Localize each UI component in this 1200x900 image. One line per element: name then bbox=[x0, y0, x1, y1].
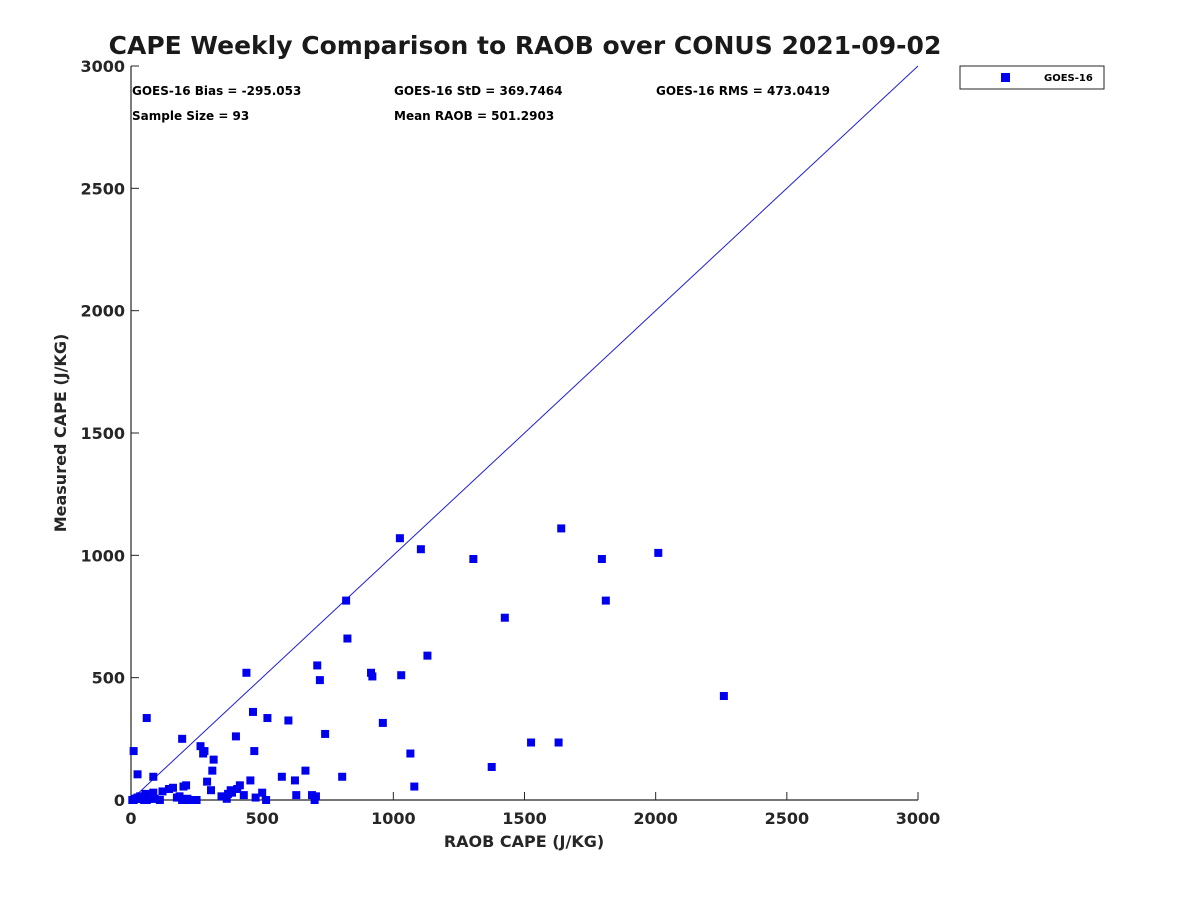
data-point bbox=[158, 787, 167, 796]
legend-box bbox=[959, 65, 1105, 90]
data-point bbox=[235, 781, 244, 790]
x-tick-label: 2500 bbox=[765, 809, 810, 828]
chart-title: CAPE Weekly Comparison to RAOB over CONU… bbox=[109, 31, 942, 60]
data-point bbox=[554, 738, 563, 747]
legend-marker-square bbox=[1001, 73, 1010, 82]
x-axis-label: RAOB CAPE (J/KG) bbox=[444, 832, 604, 851]
y-tick-label: 0 bbox=[114, 791, 125, 810]
data-point bbox=[208, 766, 217, 775]
data-point bbox=[209, 755, 218, 764]
std-stat: GOES-16 StD = 369.7464 bbox=[394, 84, 563, 98]
y-tick-label: 1500 bbox=[80, 424, 125, 443]
data-point bbox=[222, 794, 231, 803]
data-point bbox=[343, 634, 352, 643]
y-tick-label: 3000 bbox=[80, 57, 125, 76]
data-point bbox=[250, 747, 259, 756]
data-point bbox=[338, 772, 347, 781]
data-point bbox=[277, 772, 286, 781]
data-point bbox=[207, 786, 216, 795]
y-tick-label: 500 bbox=[92, 669, 125, 688]
data-point bbox=[178, 734, 187, 743]
data-point bbox=[395, 534, 404, 543]
data-point bbox=[601, 596, 610, 605]
y-tick-label: 2000 bbox=[80, 302, 125, 321]
x-axis-ticks: 0 500 1000 1500 2000 2500 3000 bbox=[125, 792, 940, 828]
data-point bbox=[258, 788, 267, 797]
mean-raob-stat: Mean RAOB = 501.2903 bbox=[394, 109, 554, 123]
data-point bbox=[262, 796, 271, 804]
data-point bbox=[133, 770, 142, 779]
data-point bbox=[410, 782, 419, 791]
data-point bbox=[423, 651, 432, 660]
legend-label-goes16: GOES-16 bbox=[1044, 73, 1093, 84]
rms-stat: GOES-16 RMS = 473.0419 bbox=[656, 84, 830, 98]
data-point bbox=[251, 793, 260, 802]
data-point bbox=[263, 714, 272, 723]
data-point bbox=[136, 792, 145, 801]
x-tick-label: 0 bbox=[125, 809, 136, 828]
data-point bbox=[313, 661, 322, 670]
data-point bbox=[321, 729, 330, 738]
data-point bbox=[149, 772, 158, 781]
data-point bbox=[719, 692, 728, 701]
data-point bbox=[155, 796, 164, 804]
data-point bbox=[248, 707, 257, 716]
data-point bbox=[406, 749, 415, 758]
goes16-series bbox=[128, 524, 728, 804]
one-to-one-reference-line bbox=[130, 65, 919, 801]
data-point bbox=[231, 732, 240, 741]
x-tick-label: 500 bbox=[245, 809, 278, 828]
x-tick-label: 3000 bbox=[896, 809, 941, 828]
data-point bbox=[226, 786, 235, 795]
data-point bbox=[500, 613, 509, 622]
data-point bbox=[165, 784, 174, 793]
data-point bbox=[290, 776, 299, 785]
data-point bbox=[246, 776, 255, 785]
data-point bbox=[469, 555, 478, 564]
data-point bbox=[292, 791, 301, 800]
data-point bbox=[284, 716, 293, 725]
data-point bbox=[416, 545, 425, 554]
data-point bbox=[315, 676, 324, 685]
data-point bbox=[527, 738, 536, 747]
data-point bbox=[654, 548, 663, 557]
data-point bbox=[217, 792, 226, 801]
data-point bbox=[192, 796, 201, 804]
data-point bbox=[557, 524, 566, 533]
bias-stat: GOES-16 Bias = -295.053 bbox=[132, 84, 301, 98]
y-axis-ticks: 0 500 1000 1500 2000 2500 3000 bbox=[80, 57, 139, 810]
data-point bbox=[142, 714, 151, 723]
sample-size-stat: Sample Size = 93 bbox=[132, 109, 249, 123]
x-tick-label: 1500 bbox=[502, 809, 547, 828]
data-point bbox=[311, 792, 320, 801]
data-point bbox=[597, 555, 606, 564]
data-point bbox=[368, 672, 377, 681]
x-tick-label: 2000 bbox=[633, 809, 678, 828]
data-point bbox=[182, 781, 191, 790]
data-point bbox=[200, 747, 209, 756]
legend: GOES-16 bbox=[959, 65, 1105, 90]
data-point bbox=[149, 788, 158, 797]
data-point bbox=[378, 718, 387, 727]
data-point bbox=[342, 596, 351, 605]
data-point bbox=[487, 762, 496, 771]
data-point bbox=[239, 791, 248, 800]
data-point bbox=[301, 766, 310, 775]
data-point bbox=[196, 742, 205, 751]
data-point bbox=[242, 668, 251, 677]
data-point bbox=[203, 777, 212, 786]
x-tick-label: 1000 bbox=[371, 809, 416, 828]
data-point bbox=[129, 747, 138, 756]
y-tick-label: 2500 bbox=[80, 179, 125, 198]
data-point bbox=[150, 794, 159, 803]
data-point bbox=[141, 789, 150, 798]
data-point bbox=[397, 671, 406, 680]
y-tick-label: 1000 bbox=[80, 546, 125, 565]
y-axis-label: Measured CAPE (J/KG) bbox=[51, 334, 70, 533]
